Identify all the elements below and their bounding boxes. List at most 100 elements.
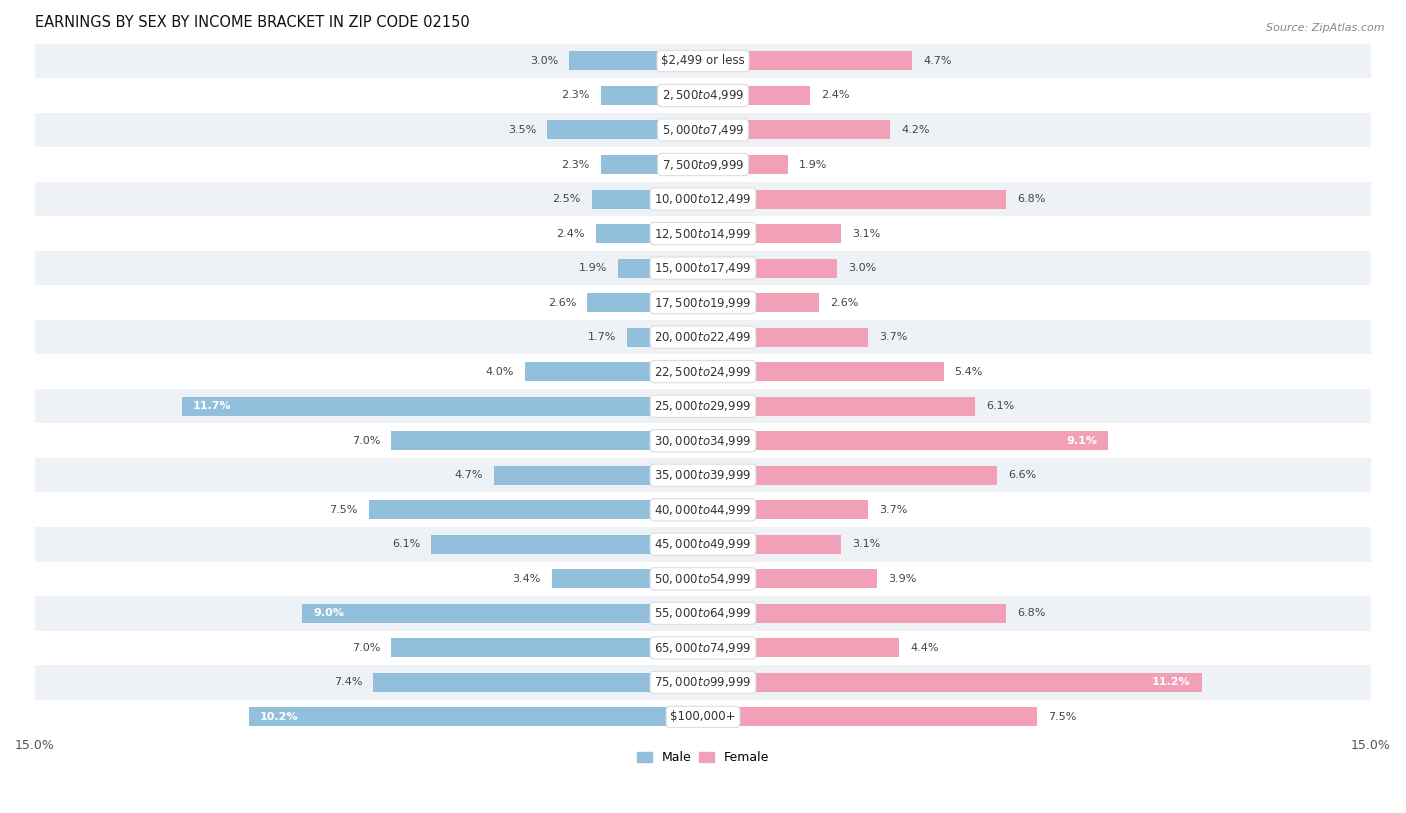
Bar bbox=[35, 424, 1371, 458]
Text: 3.7%: 3.7% bbox=[879, 333, 907, 342]
Text: $55,000 to $64,999: $55,000 to $64,999 bbox=[654, 606, 752, 620]
Text: 7.5%: 7.5% bbox=[329, 505, 359, 515]
Text: $25,000 to $29,999: $25,000 to $29,999 bbox=[654, 399, 752, 413]
Text: $100,000+: $100,000+ bbox=[671, 711, 735, 724]
Bar bbox=[703, 51, 912, 71]
Bar bbox=[35, 458, 1371, 493]
Bar bbox=[494, 466, 703, 485]
Bar bbox=[703, 328, 868, 346]
Text: 3.0%: 3.0% bbox=[530, 56, 558, 66]
Bar bbox=[703, 155, 787, 174]
Bar bbox=[703, 120, 890, 140]
Bar bbox=[35, 562, 1371, 596]
Text: 3.0%: 3.0% bbox=[848, 263, 876, 273]
Text: 2.4%: 2.4% bbox=[557, 228, 585, 238]
Bar bbox=[35, 44, 1371, 78]
Text: $2,500 to $4,999: $2,500 to $4,999 bbox=[662, 89, 744, 102]
Bar bbox=[35, 285, 1371, 320]
Text: 6.8%: 6.8% bbox=[1017, 608, 1046, 619]
Bar bbox=[35, 147, 1371, 182]
Text: 9.0%: 9.0% bbox=[314, 608, 344, 619]
Bar bbox=[703, 673, 1202, 692]
Text: 1.9%: 1.9% bbox=[579, 263, 607, 273]
Bar bbox=[703, 535, 841, 554]
Bar bbox=[35, 527, 1371, 562]
Text: 3.9%: 3.9% bbox=[887, 574, 917, 584]
Text: 9.1%: 9.1% bbox=[1066, 436, 1097, 446]
Text: 7.0%: 7.0% bbox=[352, 436, 380, 446]
Bar bbox=[35, 182, 1371, 216]
Text: 7.0%: 7.0% bbox=[352, 643, 380, 653]
Text: 5.4%: 5.4% bbox=[955, 367, 983, 376]
Bar bbox=[551, 569, 703, 589]
Bar bbox=[703, 189, 1005, 208]
Bar bbox=[374, 673, 703, 692]
Bar bbox=[569, 51, 703, 71]
Bar bbox=[35, 389, 1371, 424]
Text: 2.3%: 2.3% bbox=[561, 159, 589, 169]
Bar bbox=[35, 113, 1371, 147]
Text: 10.2%: 10.2% bbox=[260, 712, 298, 722]
Text: $10,000 to $12,499: $10,000 to $12,499 bbox=[654, 192, 752, 206]
Text: $15,000 to $17,499: $15,000 to $17,499 bbox=[654, 261, 752, 275]
Text: 2.3%: 2.3% bbox=[561, 90, 589, 101]
Text: $20,000 to $22,499: $20,000 to $22,499 bbox=[654, 330, 752, 344]
Bar bbox=[703, 569, 877, 589]
Text: 4.2%: 4.2% bbox=[901, 125, 929, 135]
Bar bbox=[588, 293, 703, 312]
Bar bbox=[703, 604, 1005, 623]
Text: $12,500 to $14,999: $12,500 to $14,999 bbox=[654, 227, 752, 241]
Text: 4.7%: 4.7% bbox=[924, 56, 952, 66]
Bar bbox=[703, 431, 1108, 450]
Bar bbox=[592, 189, 703, 208]
Bar bbox=[249, 707, 703, 726]
Bar bbox=[703, 293, 818, 312]
Text: 3.5%: 3.5% bbox=[508, 125, 536, 135]
Bar bbox=[35, 320, 1371, 354]
Bar bbox=[703, 224, 841, 243]
Text: $50,000 to $54,999: $50,000 to $54,999 bbox=[654, 572, 752, 586]
Text: $22,500 to $24,999: $22,500 to $24,999 bbox=[654, 365, 752, 379]
Bar bbox=[35, 700, 1371, 734]
Bar bbox=[35, 78, 1371, 113]
Text: 3.1%: 3.1% bbox=[852, 228, 880, 238]
Text: 2.4%: 2.4% bbox=[821, 90, 849, 101]
Bar bbox=[524, 362, 703, 381]
Text: 4.4%: 4.4% bbox=[910, 643, 939, 653]
Text: 2.6%: 2.6% bbox=[830, 298, 858, 307]
Text: 3.7%: 3.7% bbox=[879, 505, 907, 515]
Text: 2.5%: 2.5% bbox=[553, 194, 581, 204]
Text: 7.5%: 7.5% bbox=[1047, 712, 1077, 722]
Text: 6.1%: 6.1% bbox=[986, 401, 1014, 411]
Bar bbox=[302, 604, 703, 623]
Bar bbox=[35, 493, 1371, 527]
Text: $2,499 or less: $2,499 or less bbox=[661, 54, 745, 67]
Bar bbox=[600, 155, 703, 174]
Text: 11.7%: 11.7% bbox=[193, 401, 232, 411]
Bar bbox=[619, 259, 703, 277]
Text: 11.2%: 11.2% bbox=[1152, 677, 1191, 687]
Bar bbox=[703, 466, 997, 485]
Text: $75,000 to $99,999: $75,000 to $99,999 bbox=[654, 676, 752, 689]
Bar bbox=[35, 216, 1371, 251]
Bar bbox=[600, 86, 703, 105]
Bar bbox=[391, 431, 703, 450]
Text: 6.8%: 6.8% bbox=[1017, 194, 1046, 204]
Text: 4.0%: 4.0% bbox=[485, 367, 513, 376]
Text: $45,000 to $49,999: $45,000 to $49,999 bbox=[654, 537, 752, 551]
Text: 1.9%: 1.9% bbox=[799, 159, 827, 169]
Bar bbox=[35, 354, 1371, 389]
Text: 6.1%: 6.1% bbox=[392, 539, 420, 550]
Text: $30,000 to $34,999: $30,000 to $34,999 bbox=[654, 433, 752, 448]
Legend: Male, Female: Male, Female bbox=[631, 746, 775, 769]
Bar bbox=[703, 638, 898, 658]
Bar bbox=[703, 259, 837, 277]
Text: 6.6%: 6.6% bbox=[1008, 470, 1036, 480]
Bar bbox=[703, 86, 810, 105]
Bar bbox=[368, 500, 703, 520]
Text: 1.7%: 1.7% bbox=[588, 333, 616, 342]
Text: 7.4%: 7.4% bbox=[333, 677, 363, 687]
Bar bbox=[35, 665, 1371, 700]
Text: Source: ZipAtlas.com: Source: ZipAtlas.com bbox=[1267, 23, 1385, 33]
Bar bbox=[432, 535, 703, 554]
